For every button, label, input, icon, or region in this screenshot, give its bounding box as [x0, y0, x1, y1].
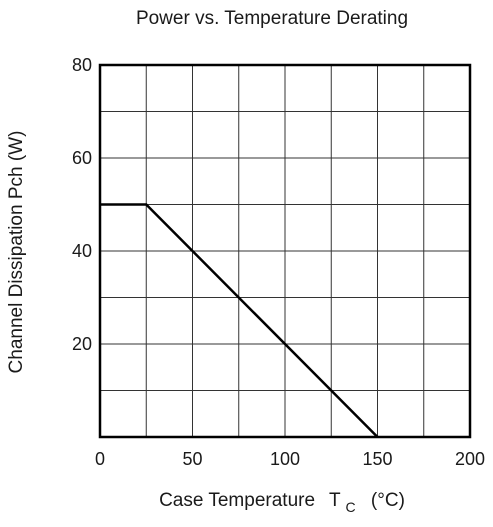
chart-title: Power vs. Temperature Derating — [136, 8, 408, 29]
x-axis-label-unit: (°C) — [371, 490, 405, 511]
series-line-0 — [100, 203, 379, 438]
x-axis-label-main: Case Temperature — [159, 490, 315, 511]
series-layer — [100, 203, 379, 438]
x-tick-labels: 0 50 100 150 200 — [95, 449, 485, 469]
x-axis-label-subscript: C — [346, 499, 356, 515]
grid-layer — [99, 64, 471, 438]
y-tick-labels: 20 40 60 80 — [72, 55, 92, 354]
x-axis-label-symbol: T — [329, 490, 341, 511]
x-tick-label: 200 — [455, 449, 485, 469]
y-tick-label: 80 — [72, 55, 92, 75]
y-axis-label: Channel Dissipation Pch (W) — [6, 131, 27, 374]
x-tick-label: 100 — [270, 449, 300, 469]
x-axis-label: Case Temperature T C (°C) — [159, 490, 405, 517]
y-tick-label: 60 — [72, 148, 92, 168]
x-tick-label: 50 — [182, 449, 202, 469]
x-tick-label: 150 — [362, 449, 392, 469]
x-tick-label: 0 — [95, 449, 105, 469]
y-tick-label: 40 — [72, 241, 92, 261]
plot-frame — [98, 63, 472, 439]
y-tick-label: 20 — [72, 334, 92, 354]
